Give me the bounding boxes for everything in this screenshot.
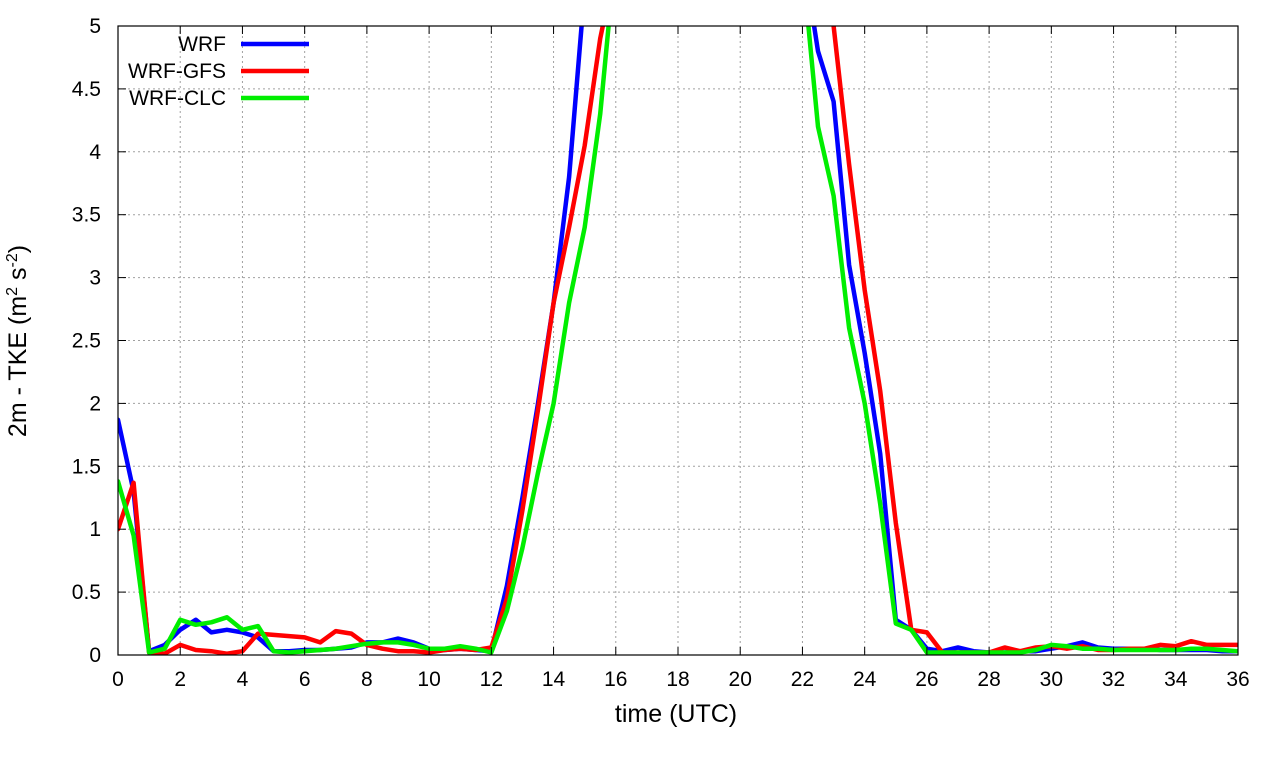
x-tick-label: 4 (237, 668, 249, 691)
x-tick-label: 34 (1164, 668, 1188, 691)
grid (118, 26, 1238, 655)
x-tick-label: 20 (729, 668, 752, 691)
x-tick-label: 22 (791, 668, 814, 691)
x-tick-label: 6 (299, 668, 311, 691)
x-tick-label: 10 (417, 668, 440, 691)
y-tick-label: 2 (89, 392, 101, 415)
x-tick-label: 12 (480, 668, 503, 691)
y-axis-title: 2m - TKE (m2 s-2) (4, 245, 32, 437)
y-tick-label: 1.5 (72, 455, 101, 478)
x-tick-label: 0 (112, 668, 124, 691)
y-tick-label: 0 (89, 644, 101, 667)
x-tick-label: 28 (977, 668, 1000, 691)
y-tick-label: 4.5 (72, 78, 101, 101)
series-line-wrf-clc (118, 26, 1238, 655)
legend: WRF WRF-GFS WRF-CLC (128, 33, 309, 110)
y-tick-label: 0.5 (72, 581, 101, 604)
x-tick-label: 24 (853, 668, 877, 691)
y-tick-label: 3.5 (72, 204, 101, 227)
y-tick-label: 5 (89, 15, 101, 38)
x-tick-label: 14 (542, 668, 566, 691)
x-tick-label: 36 (1226, 668, 1249, 691)
y-tick-label: 2.5 (72, 330, 101, 353)
y-tick-label: 4 (89, 141, 101, 164)
legend-label-wrf: WRF (178, 33, 226, 56)
y-tick-label: 3 (89, 267, 101, 290)
x-tick-label: 2 (174, 668, 186, 691)
x-axis-ticks: 0 2 4 6 8 10 12 14 16 18 20 22 24 26 28 30 32 34 36 (112, 26, 1250, 691)
x-tick-label: 26 (915, 668, 938, 691)
series-lines (118, 26, 1238, 655)
x-axis-title: time (UTC) (615, 700, 737, 728)
y-tick-label: 1 (89, 518, 101, 541)
x-tick-label: 8 (361, 668, 373, 691)
x-tick-label: 16 (604, 668, 627, 691)
series-line-wrf-gfs (118, 26, 1238, 655)
legend-label-wrf-gfs: WRF-GFS (128, 60, 226, 83)
x-tick-label: 18 (666, 668, 689, 691)
x-tick-label: 30 (1040, 668, 1063, 691)
x-tick-label: 32 (1102, 668, 1125, 691)
legend-label-wrf-clc: WRF-CLC (129, 87, 226, 110)
y-axis-ticks: 0 0.5 1 1.5 2 2.5 3 3.5 4 4.5 5 (72, 15, 1238, 667)
